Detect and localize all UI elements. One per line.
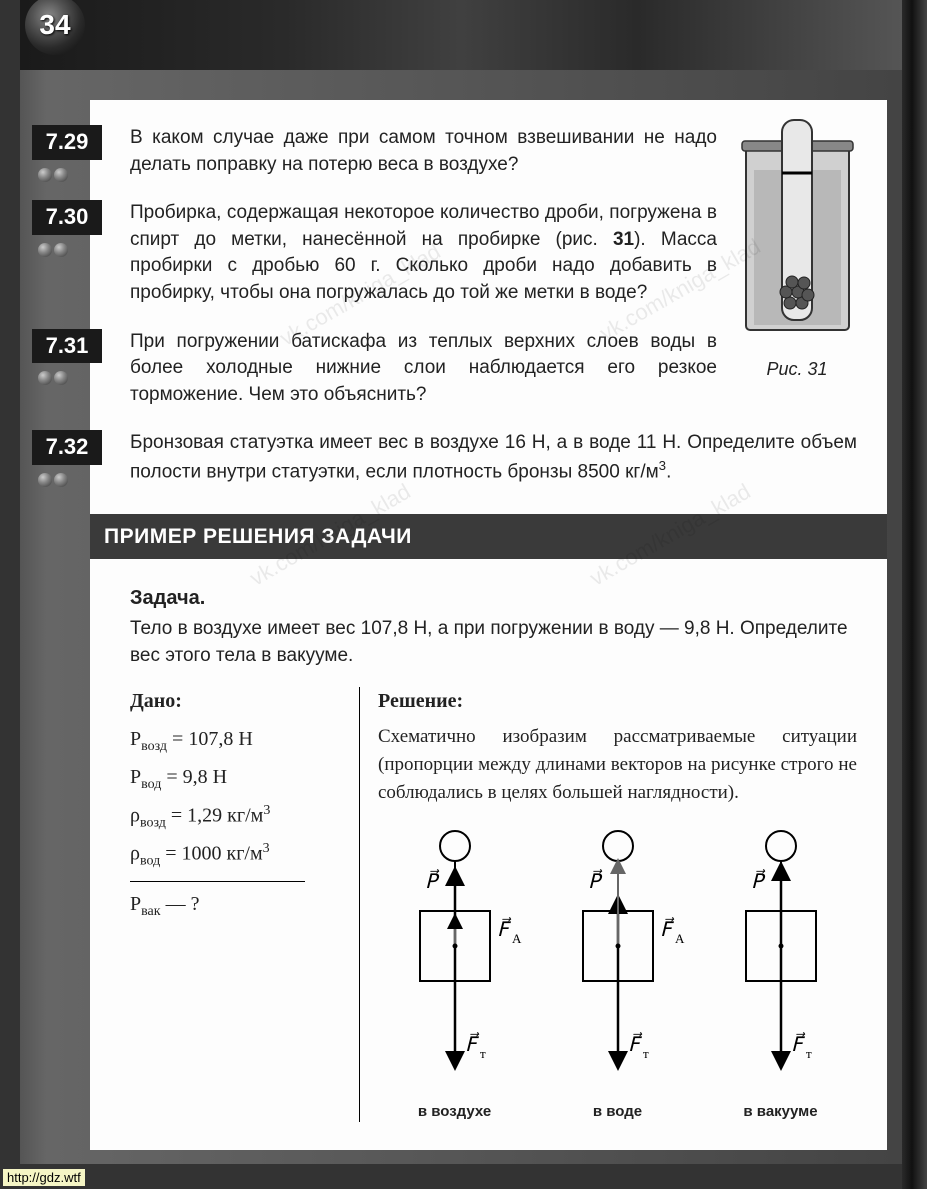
diagram-label: в воде bbox=[548, 1101, 688, 1122]
svg-text:F⃗: F⃗ bbox=[791, 1031, 806, 1056]
section-header: ПРИМЕР РЕШЕНИЯ ЗАДАЧИ bbox=[90, 514, 887, 559]
solution-text: Схематично изобразим рассматриваемые сит… bbox=[378, 723, 857, 806]
svg-text:F⃗: F⃗ bbox=[465, 1031, 480, 1056]
problem-text: При погружении батискафа из теплых верхн… bbox=[130, 329, 857, 409]
page-frame: 34 vk.com/kniga_klad vk.com/kniga_klad v… bbox=[20, 0, 902, 1164]
find-line: Pвак — ? bbox=[130, 890, 344, 922]
svg-text:F⃗: F⃗ bbox=[497, 916, 512, 941]
problem-number: 7.29 bbox=[32, 125, 102, 160]
page-content: vk.com/kniga_klad vk.com/kniga_klad vk.c… bbox=[90, 100, 887, 1150]
svg-text:F⃗: F⃗ bbox=[660, 916, 675, 941]
difficulty-icon bbox=[32, 367, 102, 394]
given-header: Дано: bbox=[130, 687, 344, 715]
problem-text: В каком случае даже при самом точном взв… bbox=[130, 125, 857, 178]
page-number: 34 bbox=[25, 0, 85, 55]
given-line: ρвод = 1000 кг/м3 bbox=[130, 839, 344, 871]
book-spine bbox=[902, 0, 927, 1189]
force-diagrams: P⃗ F⃗ А F⃗ т в воздухе bbox=[378, 826, 857, 1122]
solution-column: Решение: Схематично изобразим рассматрив… bbox=[360, 687, 857, 1121]
problem-7-31: 7.31 При погружении батискафа из теплых … bbox=[130, 329, 857, 409]
diagram-label: в вакууме bbox=[711, 1101, 851, 1122]
svg-text:F⃗: F⃗ bbox=[628, 1031, 643, 1056]
difficulty-icon bbox=[32, 164, 102, 191]
diagram-vacuum: P⃗ F⃗ т в вакууме bbox=[711, 826, 851, 1122]
problem-number: 7.31 bbox=[32, 329, 102, 364]
svg-text:P⃗: P⃗ bbox=[588, 868, 603, 893]
svg-text:P⃗: P⃗ bbox=[425, 868, 440, 893]
given-line: Pвозд = 107,8 Н bbox=[130, 725, 344, 757]
svg-text:т: т bbox=[643, 1046, 649, 1061]
solution-header: Решение: bbox=[378, 687, 857, 715]
header-strip: 34 bbox=[20, 0, 902, 70]
problem-number: 7.32 bbox=[32, 430, 102, 465]
problem-7-32: 7.32 Бронзовая статуэтка имеет вес в воз… bbox=[130, 430, 857, 486]
worked-example: Задача. Тело в воздухе имеет вес 107,8 Н… bbox=[130, 584, 857, 1121]
given-line: Pвод = 9,8 Н bbox=[130, 763, 344, 795]
example-problem-text: Тело в воздухе имеет вес 107,8 Н, а при … bbox=[130, 616, 857, 669]
diagram-label: в воздухе bbox=[385, 1101, 525, 1122]
difficulty-icon bbox=[32, 469, 102, 496]
problem-text: Бронзовая статуэтка имеет вес в воздухе … bbox=[130, 430, 857, 486]
svg-text:А: А bbox=[675, 931, 685, 946]
svg-text:т: т bbox=[806, 1046, 812, 1061]
svg-text:А: А bbox=[512, 931, 522, 946]
diagram-air: P⃗ F⃗ А F⃗ т в воздухе bbox=[385, 826, 525, 1122]
problem-7-29: 7.29 В каком случае даже при самом точно… bbox=[130, 125, 857, 178]
problem-7-30: 7.30 Пробирка, содержащая некоторое коли… bbox=[130, 200, 857, 306]
svg-text:т: т bbox=[480, 1046, 486, 1061]
diagram-water: P⃗ F⃗ А F⃗ т в воде bbox=[548, 826, 688, 1122]
footer-url: http://gdz.wtf bbox=[3, 1169, 85, 1186]
problem-text: Пробирка, содержащая некоторое количеств… bbox=[130, 200, 857, 306]
problem-number: 7.30 bbox=[32, 200, 102, 235]
given-column: Дано: Pвозд = 107,8 Н Pвод = 9,8 Н ρвозд… bbox=[130, 687, 360, 1121]
difficulty-icon bbox=[32, 239, 102, 266]
given-line: ρвозд = 1,29 кг/м3 bbox=[130, 801, 344, 833]
svg-text:P⃗: P⃗ bbox=[751, 868, 766, 893]
example-title: Задача. bbox=[130, 584, 857, 612]
